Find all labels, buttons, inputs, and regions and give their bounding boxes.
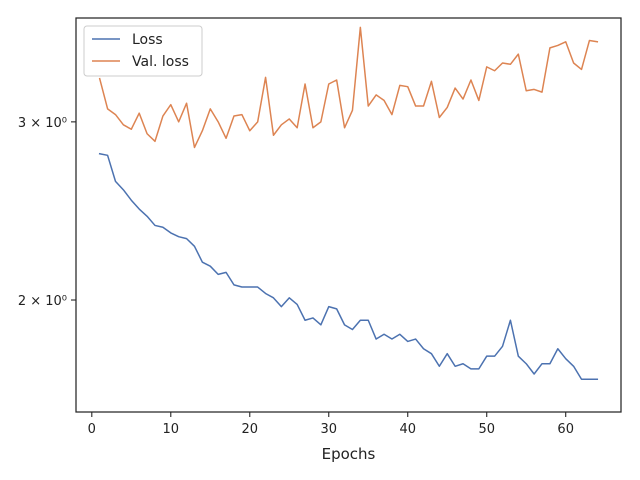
legend-label: Val. loss [132, 54, 189, 70]
y-tick-label: 2 × 10⁰ [18, 294, 67, 309]
series-line-1 [98, 152, 599, 380]
series-line-2 [98, 26, 599, 149]
plot-area [76, 18, 621, 412]
legend: Loss Val. loss [83, 25, 203, 77]
x-tick-label: 60 [557, 422, 574, 437]
axes-layer [75, 17, 622, 413]
x-tick-label: 20 [241, 422, 258, 437]
y-ticks: 2 × 10⁰ 3 × 10⁰ [18, 116, 76, 309]
legend-label: Loss [132, 32, 163, 48]
x-tick-label: 40 [399, 422, 416, 437]
y-tick-label: 3 × 10⁰ [18, 116, 67, 131]
x-tick-label: 10 [163, 422, 180, 437]
plot-frame [75, 17, 622, 413]
series-layer [98, 26, 599, 380]
x-tick-label: 0 [88, 422, 96, 437]
x-tick-label: 50 [478, 422, 495, 437]
x-axis-label: Epochs [322, 445, 376, 463]
x-ticks: 0 10 20 30 40 50 60 [88, 412, 574, 437]
x-tick-label: 30 [320, 422, 337, 437]
